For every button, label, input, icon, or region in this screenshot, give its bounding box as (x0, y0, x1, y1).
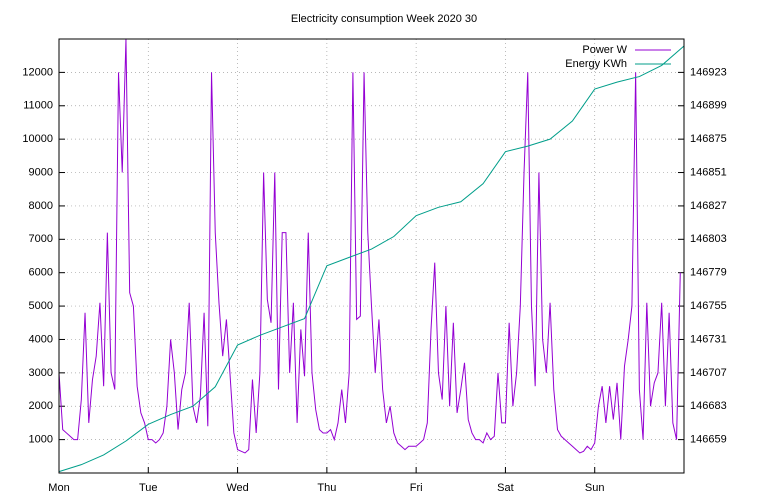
y2-tick-label: 146707 (690, 367, 727, 379)
legend-label: Energy KWh (565, 58, 627, 70)
y2-tick-label: 146779 (690, 267, 727, 279)
y2-tick-label: 146803 (690, 233, 727, 245)
x-tick-label: Thu (317, 482, 336, 494)
y-tick-label: 12000 (22, 66, 53, 78)
plot-frame (58, 38, 685, 474)
y2-tick-label: 146683 (690, 400, 727, 412)
y-tick-label: 4000 (29, 333, 53, 345)
y2-tick-label: 146899 (690, 100, 727, 112)
y-tick-label: 5000 (29, 300, 53, 312)
y-tick-label: 2000 (29, 400, 53, 412)
data-line (58, 45, 685, 473)
y-tick-label: 7000 (29, 233, 53, 245)
y-tick-label: 1000 (29, 434, 53, 446)
y2-tick-label: 146731 (690, 333, 727, 345)
y2-tick-label: 146851 (690, 166, 727, 178)
x-tick-label: Tue (139, 482, 158, 494)
y-tick-label: 6000 (29, 267, 53, 279)
y-tick-label: 11000 (23, 100, 53, 112)
x-tick-label: Mon (48, 482, 69, 494)
y-tick-label: 3000 (29, 367, 53, 379)
x-tick-label: Wed (226, 482, 248, 494)
y2-tick-label: 146659 (690, 434, 727, 446)
y2-tick-label: 146923 (690, 66, 727, 78)
x-tick-label: Sat (497, 482, 514, 494)
chart-title: Electricity consumption Week 2020 30 (291, 13, 477, 25)
data-line (58, 38, 681, 454)
y2-tick-label: 146875 (690, 133, 727, 145)
y2-tick-label: 146755 (690, 300, 727, 312)
x-tick-label: Fri (410, 482, 423, 494)
legend-label: Power W (582, 44, 627, 56)
y2-tick-label: 146827 (690, 200, 727, 212)
y-tick-label: 10000 (22, 133, 53, 145)
y-tick-label: 8000 (29, 200, 53, 212)
x-tick-label: Sun (585, 482, 605, 494)
y-tick-label: 9000 (29, 166, 53, 178)
